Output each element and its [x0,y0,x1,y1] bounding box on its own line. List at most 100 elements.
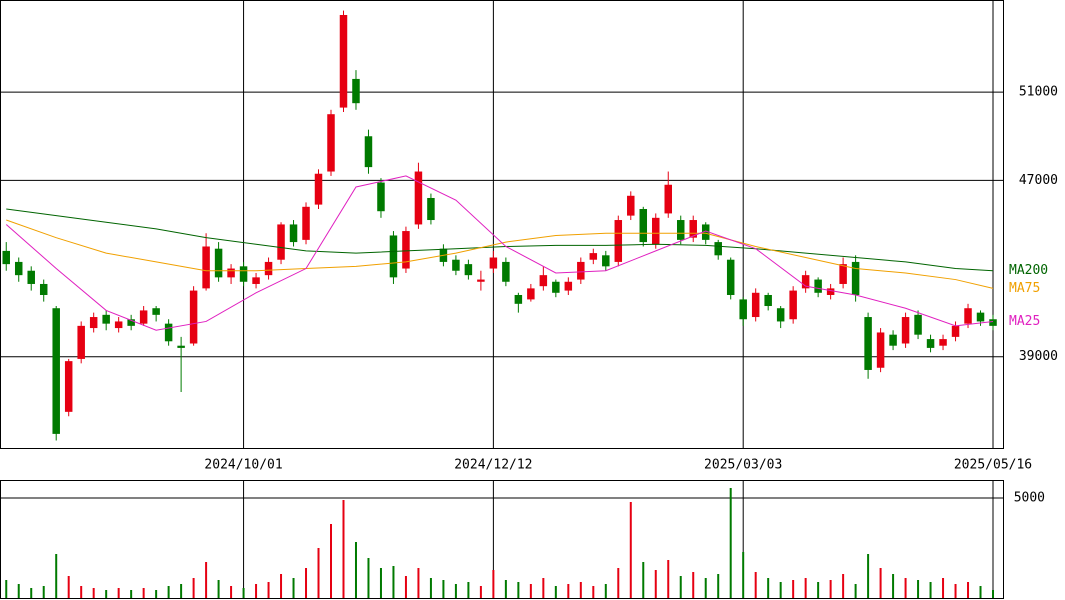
legend-label: MA200 [1009,263,1048,278]
candle-body [314,173,323,205]
candle-body [52,308,60,434]
volume-bar [255,584,258,598]
volume-bar [892,574,895,598]
candle-body [252,277,260,284]
candle-body [227,268,235,278]
volume-tick-label: 5000 [1014,491,1045,506]
volume-panel [0,480,1004,599]
candle-body [289,224,298,243]
candle-body [789,290,797,320]
candle-body [189,290,198,344]
candle-body [552,281,560,293]
candle-body [801,275,810,289]
candle-body [214,248,223,278]
candle-body [639,209,648,243]
volume-bar [305,568,308,598]
ma-line [5,175,994,331]
volume-bar [442,580,445,598]
x-tick-label: 2025/05/16 [954,458,1032,473]
candle-body [177,345,185,348]
volume-bar [217,580,220,598]
candle-body [502,261,510,282]
candle-body [152,308,160,315]
candle-body [327,114,335,172]
volume-bar [742,552,745,598]
candle-body [726,259,735,295]
volume-bar [654,570,657,598]
candle-body [2,250,10,265]
candle-body [77,325,85,359]
candle-body [851,261,860,295]
volume-bar [404,576,407,598]
candle-body [527,288,535,300]
volume-bar [330,524,333,598]
volume-bar [867,554,870,598]
volume-bar [30,588,33,598]
candle-body [127,319,135,326]
candle-body [951,325,960,337]
candle-body [277,224,285,260]
volume-bar [429,578,432,598]
candle-body [689,220,697,238]
ma-line [6,219,994,289]
candle-body [452,259,460,271]
candle-body [589,253,598,260]
candle-body [427,197,435,221]
volume-bar [5,580,8,598]
volume-bar [392,566,395,598]
candle-body [826,288,835,295]
y-tick-label: 51000 [1019,85,1058,100]
volume-bar [954,584,957,598]
volume-bar [317,548,320,598]
volume-bar [167,586,170,598]
candle-body [864,317,872,370]
candle-body [577,261,585,280]
candle-body [464,264,473,276]
candle-body [776,308,785,322]
volume-bar [504,580,507,598]
candle-body [489,257,498,269]
volume-bar [629,502,632,598]
candle-body [264,261,273,276]
volume-bar [55,554,58,598]
candle-body [676,220,685,240]
y-tick-label: 39000 [1019,349,1058,364]
volume-bar [979,586,982,598]
candle-body [477,279,485,282]
candle-body [814,279,822,293]
y-tick-label: 47000 [1019,173,1058,188]
candle-body [839,264,847,284]
volume-bar [529,584,532,598]
volume-bar [554,586,557,598]
candle-body [751,292,760,318]
volume-bar [280,574,283,598]
candle-body [901,317,910,344]
candle-body [989,319,997,326]
candle-body [139,310,148,324]
volume-bar [192,578,195,598]
volume-bar [567,584,570,598]
candle-body [64,361,73,412]
candle-body [701,224,710,240]
volume-bar [242,588,245,598]
volume-bar [704,578,707,598]
volume-bar [604,584,607,598]
candle-body [14,261,23,276]
candle-body [564,281,573,291]
volume-bar [679,576,682,598]
volume-bar [517,582,520,598]
volume-bar [842,574,845,598]
candle-body [414,171,423,225]
volume-bar [354,542,357,598]
candle-body [114,321,123,329]
candle-body [389,235,398,278]
candle-body [964,308,972,324]
candle-body [614,220,623,262]
volume-bar [879,568,882,598]
volume-bar [230,586,233,598]
candle-body [364,136,373,168]
candle-body [102,314,110,324]
volume-bar [117,588,120,598]
candle-body [27,270,35,284]
x-tick-label: 2024/12/12 [454,458,532,473]
